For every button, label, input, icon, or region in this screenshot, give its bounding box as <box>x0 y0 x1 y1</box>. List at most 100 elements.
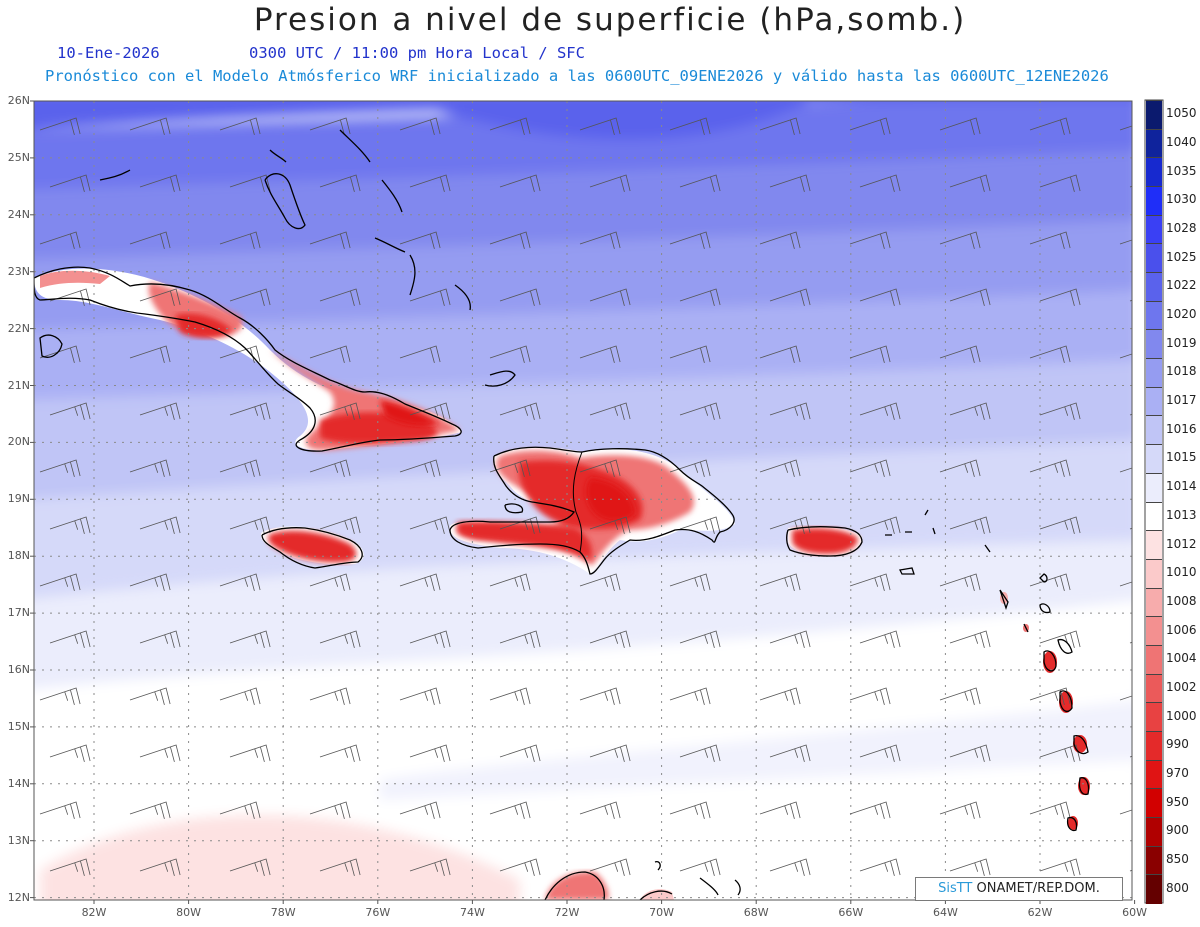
wind-barb <box>1039 858 1081 877</box>
hispaniola-coastline <box>449 446 735 575</box>
wind-barb <box>849 117 891 136</box>
latitude-label: 26N <box>7 94 30 107</box>
wind-barb <box>229 516 271 535</box>
wind-barb <box>499 174 541 193</box>
wind-barb <box>129 459 171 478</box>
wind-barb <box>859 402 901 421</box>
wind-barb <box>39 345 81 364</box>
colorbar-label: 1016 <box>1166 421 1197 436</box>
wind-barb <box>859 630 901 649</box>
colorbar-swatch <box>1146 386 1162 417</box>
wind-barb <box>1029 573 1071 592</box>
colorbar-swatch <box>1146 587 1162 618</box>
credit-text: ONAMET/REP.DOM. <box>972 881 1100 896</box>
wind-barb <box>399 231 441 250</box>
longitude-label: 70W <box>649 906 675 919</box>
colorbar-swatch <box>1146 415 1162 446</box>
pressure-field <box>34 101 1132 900</box>
wind-barb <box>939 573 981 592</box>
colorbar-label: 1006 <box>1166 622 1197 637</box>
wind-barb <box>489 801 531 820</box>
wind-barb <box>669 345 711 364</box>
wind-barb <box>309 573 351 592</box>
colorbar-label: 1000 <box>1166 708 1197 723</box>
wind-barb <box>939 345 981 364</box>
wind-barb <box>309 117 351 136</box>
wind-barb <box>399 459 441 478</box>
wind-barb <box>579 573 621 592</box>
longitude-label: 74W <box>459 906 485 919</box>
colorbar-swatch <box>1146 100 1162 130</box>
wind-barb <box>859 858 901 877</box>
wind-barb <box>949 402 991 421</box>
colorbar-swatch <box>1146 788 1162 818</box>
colorbar-swatch <box>1146 157 1162 188</box>
colorbar-swatch <box>1146 616 1162 646</box>
wind-barb <box>229 744 271 763</box>
wind-barb <box>499 858 541 877</box>
colorbar-label: 1012 <box>1166 536 1197 551</box>
wind-barb <box>679 174 721 193</box>
colorbar-swatch <box>1146 702 1162 732</box>
forecast-date: 10-Ene-2026 <box>57 44 160 62</box>
wind-barb <box>399 801 441 820</box>
wind-barb <box>679 744 721 763</box>
wind-barb <box>1029 231 1071 250</box>
wind-barb <box>669 459 711 478</box>
wind-barb <box>399 117 441 136</box>
wind-barb <box>39 687 81 706</box>
colorbar-label: 1040 <box>1166 135 1197 150</box>
credit-box: SisTT ONAMET/REP.DOM. <box>915 877 1123 901</box>
wind-barb <box>1039 516 1081 535</box>
wind-barb <box>49 174 91 193</box>
wind-barb <box>849 687 891 706</box>
wind-barb <box>859 744 901 763</box>
colorbar-swatch <box>1146 214 1162 245</box>
wind-barb <box>939 459 981 478</box>
wind-barb <box>319 516 361 535</box>
wind-barb <box>39 573 81 592</box>
wind-barb <box>939 117 981 136</box>
puerto-rico-coastline <box>786 526 863 557</box>
gonave-coastline <box>504 503 524 514</box>
wind-barb <box>309 231 351 250</box>
wind-barb <box>589 744 631 763</box>
south-america-coastline <box>544 860 741 900</box>
longitude-label: 64W <box>932 906 958 919</box>
puerto-rico-pressure <box>788 526 863 556</box>
wind-barb <box>489 687 531 706</box>
wind-barb <box>489 117 531 136</box>
wind-barb <box>489 573 531 592</box>
wind-barb <box>589 630 631 649</box>
wind-barb <box>679 516 721 535</box>
longitude-label: 78W <box>270 906 296 919</box>
cuba-coastline <box>34 266 462 452</box>
wind-barb <box>939 801 981 820</box>
wind-barb <box>309 801 351 820</box>
wind-barb <box>49 630 91 649</box>
longitude-label: 82W <box>81 906 107 919</box>
colorbar-swatch <box>1146 874 1162 904</box>
longitude-label: 62W <box>1027 906 1053 919</box>
map-title: Presion a nivel de superficie (hPa,somb.… <box>253 2 967 38</box>
wind-barb <box>309 687 351 706</box>
wind-barb <box>759 117 801 136</box>
wind-barb <box>679 402 721 421</box>
wind-barb <box>669 117 711 136</box>
colorbar-swatch <box>1146 358 1162 388</box>
latitude-label: 17N <box>7 606 30 620</box>
wind-barb <box>949 630 991 649</box>
colorbar-swatch <box>1146 816 1162 847</box>
colorbar-swatch <box>1146 300 1162 331</box>
lesser-antilles-coastline <box>899 544 1090 832</box>
wind-barb <box>579 117 621 136</box>
wind-barb <box>679 630 721 649</box>
wind-barb <box>759 231 801 250</box>
wind-barb <box>219 687 261 706</box>
wind-barb <box>579 345 621 364</box>
latitude-label: 18N <box>7 549 30 563</box>
wind-barb <box>409 858 451 877</box>
latitude-label: 13N <box>7 833 30 847</box>
wind-barb <box>1029 801 1071 820</box>
